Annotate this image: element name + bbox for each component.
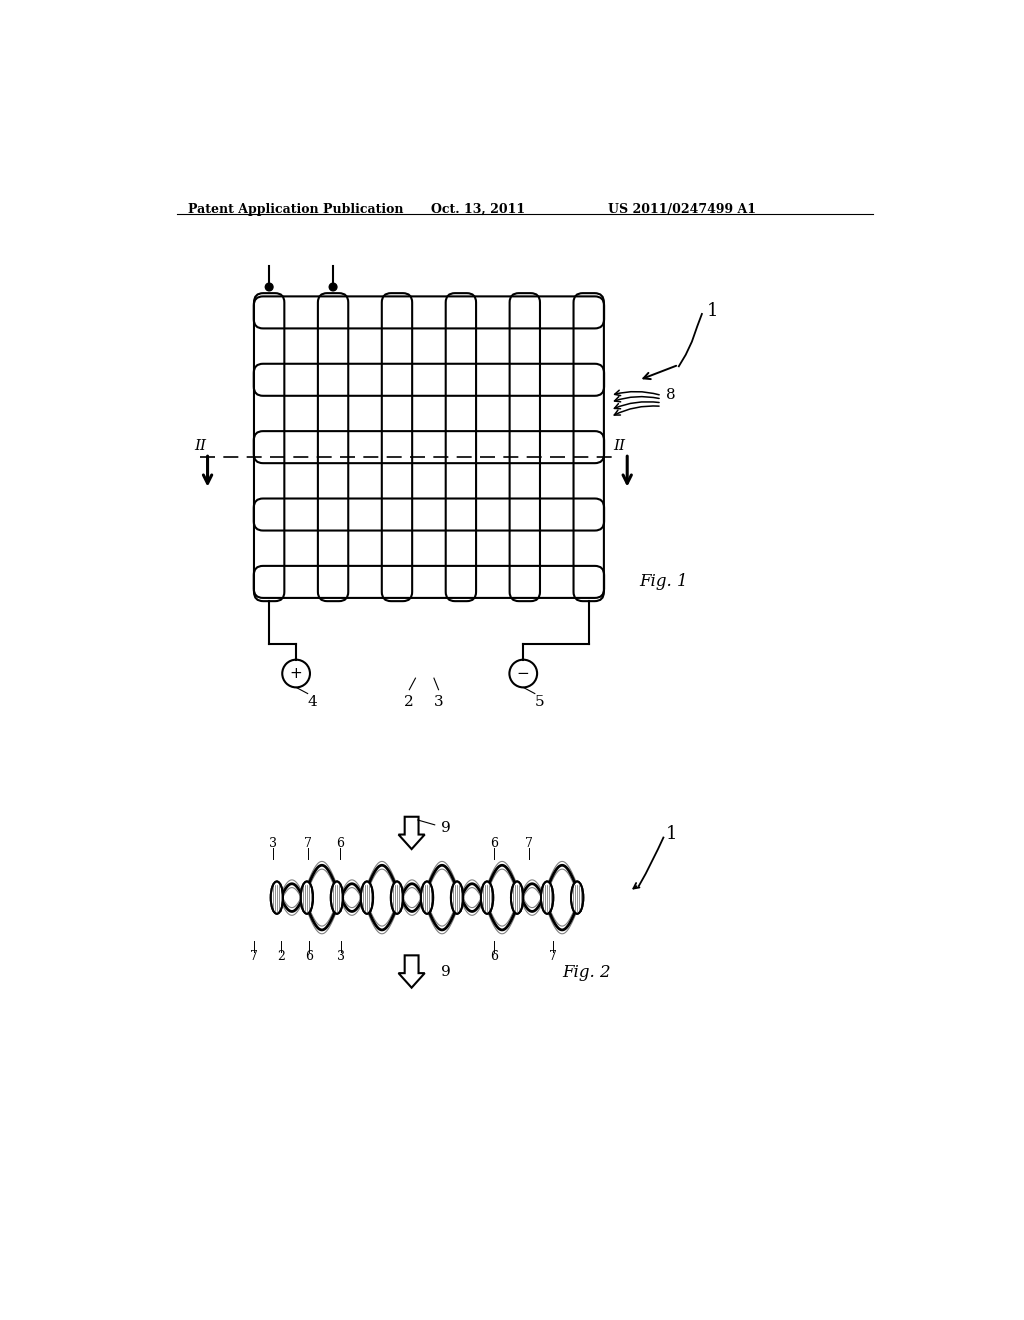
Text: 4: 4	[307, 696, 317, 709]
Text: 5: 5	[535, 696, 545, 709]
Ellipse shape	[571, 882, 584, 913]
Text: 6: 6	[490, 950, 498, 964]
Text: 2: 2	[276, 950, 285, 964]
Ellipse shape	[391, 882, 403, 913]
Text: 8: 8	[666, 388, 676, 401]
Text: 6: 6	[305, 950, 313, 964]
Text: 3: 3	[269, 837, 278, 850]
Text: 6: 6	[490, 837, 498, 850]
Ellipse shape	[270, 882, 283, 913]
Text: 7: 7	[525, 837, 534, 850]
Text: 3: 3	[337, 950, 345, 964]
Text: 1: 1	[707, 302, 718, 319]
Text: US 2011/0247499 A1: US 2011/0247499 A1	[608, 203, 756, 216]
Text: Fig. 1: Fig. 1	[639, 573, 687, 590]
Text: 2: 2	[404, 696, 414, 709]
Ellipse shape	[511, 882, 523, 913]
Text: Patent Application Publication: Patent Application Publication	[188, 203, 403, 216]
Ellipse shape	[331, 882, 343, 913]
Text: 6: 6	[336, 837, 344, 850]
Circle shape	[265, 284, 273, 290]
Text: 7: 7	[250, 950, 258, 964]
Ellipse shape	[541, 882, 553, 913]
Text: 7: 7	[304, 837, 311, 850]
Text: 1: 1	[666, 825, 677, 843]
Text: Fig. 2: Fig. 2	[562, 964, 610, 981]
Ellipse shape	[360, 882, 373, 913]
Text: 3: 3	[434, 696, 443, 709]
Ellipse shape	[451, 882, 463, 913]
Text: 9: 9	[441, 965, 451, 978]
Text: II: II	[194, 440, 206, 453]
Circle shape	[330, 284, 337, 290]
Ellipse shape	[421, 882, 433, 913]
Ellipse shape	[481, 882, 494, 913]
Text: 7: 7	[549, 950, 556, 964]
Text: Oct. 13, 2011: Oct. 13, 2011	[431, 203, 525, 216]
Text: 9: 9	[441, 821, 451, 836]
Text: II: II	[613, 440, 626, 453]
Text: +: +	[290, 667, 302, 681]
Ellipse shape	[301, 882, 313, 913]
Text: −: −	[517, 667, 529, 681]
